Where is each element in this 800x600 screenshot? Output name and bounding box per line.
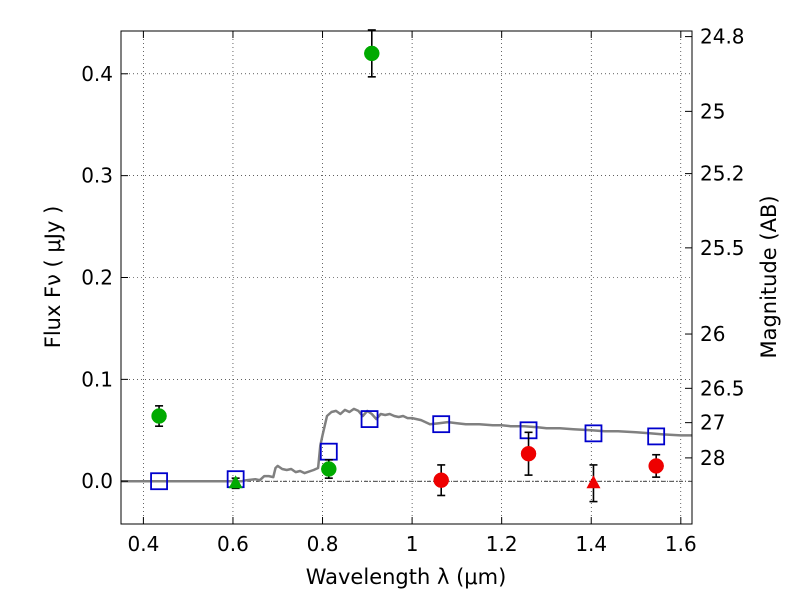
plot-area (121, 31, 692, 524)
right-tick-label: 25 (700, 99, 725, 123)
observed-point (648, 458, 664, 474)
y-axis-label: Flux Fν ( μJy ) (41, 206, 65, 349)
right-ticks: 24.8 25 25.2 25.5 26 26.5 27 28 (685, 25, 745, 470)
y-tick-label: 0.1 (81, 367, 113, 391)
x-tick-label: 0.6 (217, 532, 249, 556)
x-tick-label: 1.2 (486, 532, 518, 556)
model-photometry-square (584, 424, 603, 443)
upper-limit-triangle (586, 475, 601, 489)
series-layer (121, 29, 692, 503)
x-tick-label: 1.6 (665, 532, 697, 556)
right-tick-label: 25.5 (700, 236, 745, 260)
y-tick-label: 0.0 (81, 469, 113, 493)
observed-point (520, 445, 537, 462)
right-axis-label: Magnitude (AB) (757, 195, 781, 358)
x-axis-label: Wavelength λ (μm) (306, 565, 507, 589)
x-ticks: 0.4 0.6 0.8 1 1.2 1.4 1.6 (127, 31, 697, 556)
model-photometry-square (150, 472, 168, 491)
y-tick-label: 0.2 (81, 266, 113, 290)
y-tick-label: 0.3 (81, 164, 113, 188)
x-tick-label: 1.4 (575, 532, 607, 556)
x-tick-label: 0.4 (127, 532, 159, 556)
observed-point (321, 461, 337, 477)
right-tick-label: 27 (700, 411, 725, 435)
y-ticks: 0.0 0.1 0.2 0.3 0.4 (81, 62, 128, 493)
right-tick-label: 24.8 (700, 25, 745, 49)
x-tick-label: 0.8 (307, 532, 339, 556)
model-photometry-square (647, 427, 666, 446)
right-tick-label: 25.2 (700, 162, 745, 186)
observed-point (364, 45, 380, 62)
y-tick-label: 0.4 (81, 62, 113, 86)
model-photometry-square (360, 410, 379, 428)
observed-point (433, 472, 449, 488)
model-sed-line (121, 407, 692, 483)
right-tick-label: 26 (700, 322, 725, 346)
right-tick-label: 28 (700, 446, 725, 470)
x-tick-label: 1 (406, 532, 419, 556)
right-tick-label: 26.5 (700, 376, 745, 400)
observed-point (151, 408, 167, 424)
model-photometry-square (432, 415, 451, 434)
upper-limit-triangle (228, 475, 243, 489)
